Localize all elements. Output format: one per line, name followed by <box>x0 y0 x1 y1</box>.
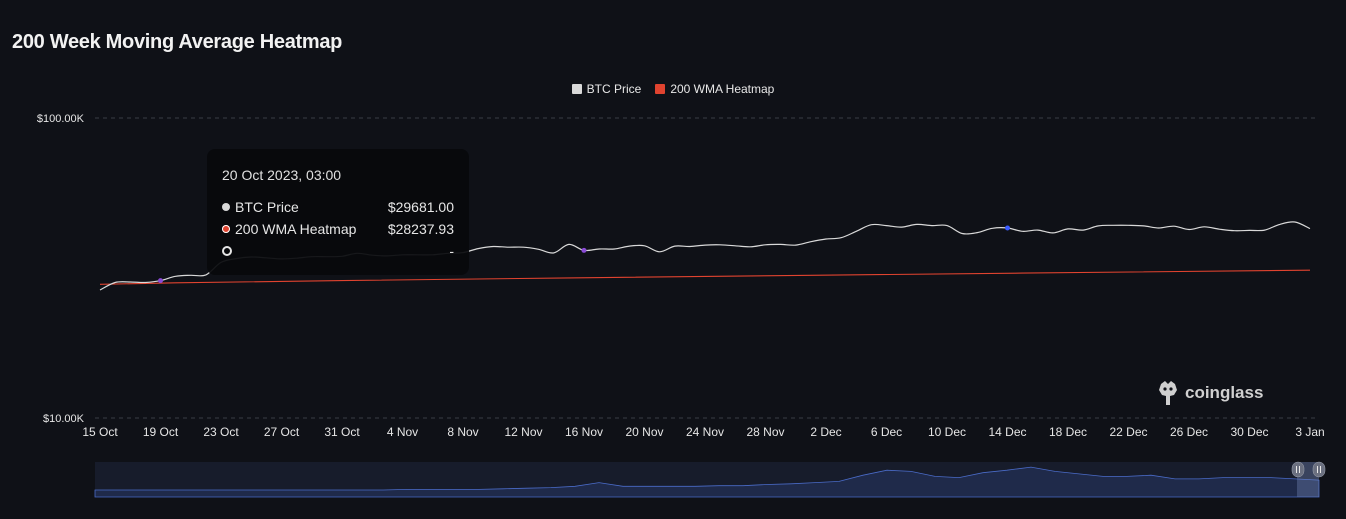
legend-item-btc-price[interactable]: BTC Price <box>571 82 642 96</box>
heatmap-marker <box>158 278 163 284</box>
tooltip-value-200-wma: $28237.93 <box>387 221 454 237</box>
heatmap-marker <box>581 247 587 253</box>
x-tick-label: 15 Oct <box>82 425 118 439</box>
legend-swatch-200-wma <box>655 84 666 94</box>
page-title: 200 Week Moving Average Heatmap <box>12 31 343 53</box>
x-tick-label: 23 Oct <box>203 425 239 439</box>
tooltip-value-empty: - <box>449 243 454 259</box>
tooltip-ring-icon <box>222 246 232 256</box>
watermark: coinglass <box>1157 380 1263 406</box>
watermark-text: coinglass <box>1185 383 1264 402</box>
x-tick-label: 26 Dec <box>1170 425 1208 439</box>
x-tick-label: 28 Nov <box>746 425 784 439</box>
x-tick-label: 30 Dec <box>1230 425 1268 439</box>
legend-swatch-btc-price <box>571 84 582 94</box>
tooltip-row-btc-price: BTC Price $29681.00 <box>222 199 454 215</box>
tooltip-dot-btc-price <box>222 203 230 211</box>
legend-item-200-wma[interactable]: 200 WMA Heatmap <box>655 82 774 96</box>
x-tick-label: 3 Jan <box>1295 425 1324 439</box>
heatmap-marker <box>1005 225 1010 231</box>
tooltip-row-empty: - <box>222 243 454 259</box>
x-tick-label: 16 Nov <box>565 425 603 439</box>
chart-tooltip: 20 Oct 2023, 03:00 BTC Price $29681.00 2… <box>207 149 469 275</box>
y-tick-label: $10.00K <box>43 413 85 425</box>
x-tick-label: 2 Dec <box>810 425 841 439</box>
x-tick-label: 22 Dec <box>1109 425 1147 439</box>
tooltip-row-200-wma: 200 WMA Heatmap $28237.93 <box>222 221 454 237</box>
x-tick-label: 4 Nov <box>387 425 418 439</box>
tooltip-label-btc-price: BTC Price <box>235 199 299 215</box>
x-tick-label: 6 Dec <box>871 425 902 439</box>
tooltip-dot-200-wma <box>222 225 230 233</box>
x-tick-label: 12 Nov <box>504 425 542 439</box>
x-tick-label: 18 Dec <box>1049 425 1087 439</box>
coinglass-logo-icon <box>1159 381 1177 405</box>
x-tick-label: 27 Oct <box>264 425 300 439</box>
navigator-handle[interactable] <box>1291 461 1305 478</box>
x-tick-label: 19 Oct <box>143 425 179 439</box>
legend-label-btc-price: BTC Price <box>586 82 642 96</box>
tooltip-value-btc-price: $29681.00 <box>387 199 454 215</box>
navigator-handle[interactable] <box>1312 461 1326 478</box>
series-line-200-wma <box>99 269 1311 285</box>
x-tick-label: 24 Nov <box>686 425 724 439</box>
tooltip-date: 20 Oct 2023, 03:00 <box>222 167 342 183</box>
x-tick-label: 8 Nov <box>447 425 478 439</box>
navigator-series <box>94 466 1320 498</box>
x-tick-label: 10 Dec <box>928 425 966 439</box>
x-tick-label: 31 Oct <box>324 425 360 439</box>
chart-legend: BTC Price 200 WMA Heatmap <box>0 82 1346 96</box>
x-tick-label: 20 Nov <box>625 425 663 439</box>
x-tick-label: 14 Dec <box>988 425 1026 439</box>
tooltip-label-200-wma: 200 WMA Heatmap <box>235 221 357 237</box>
legend-label-200-wma: 200 WMA Heatmap <box>670 82 775 96</box>
y-tick-label: $100.00K <box>37 113 85 125</box>
